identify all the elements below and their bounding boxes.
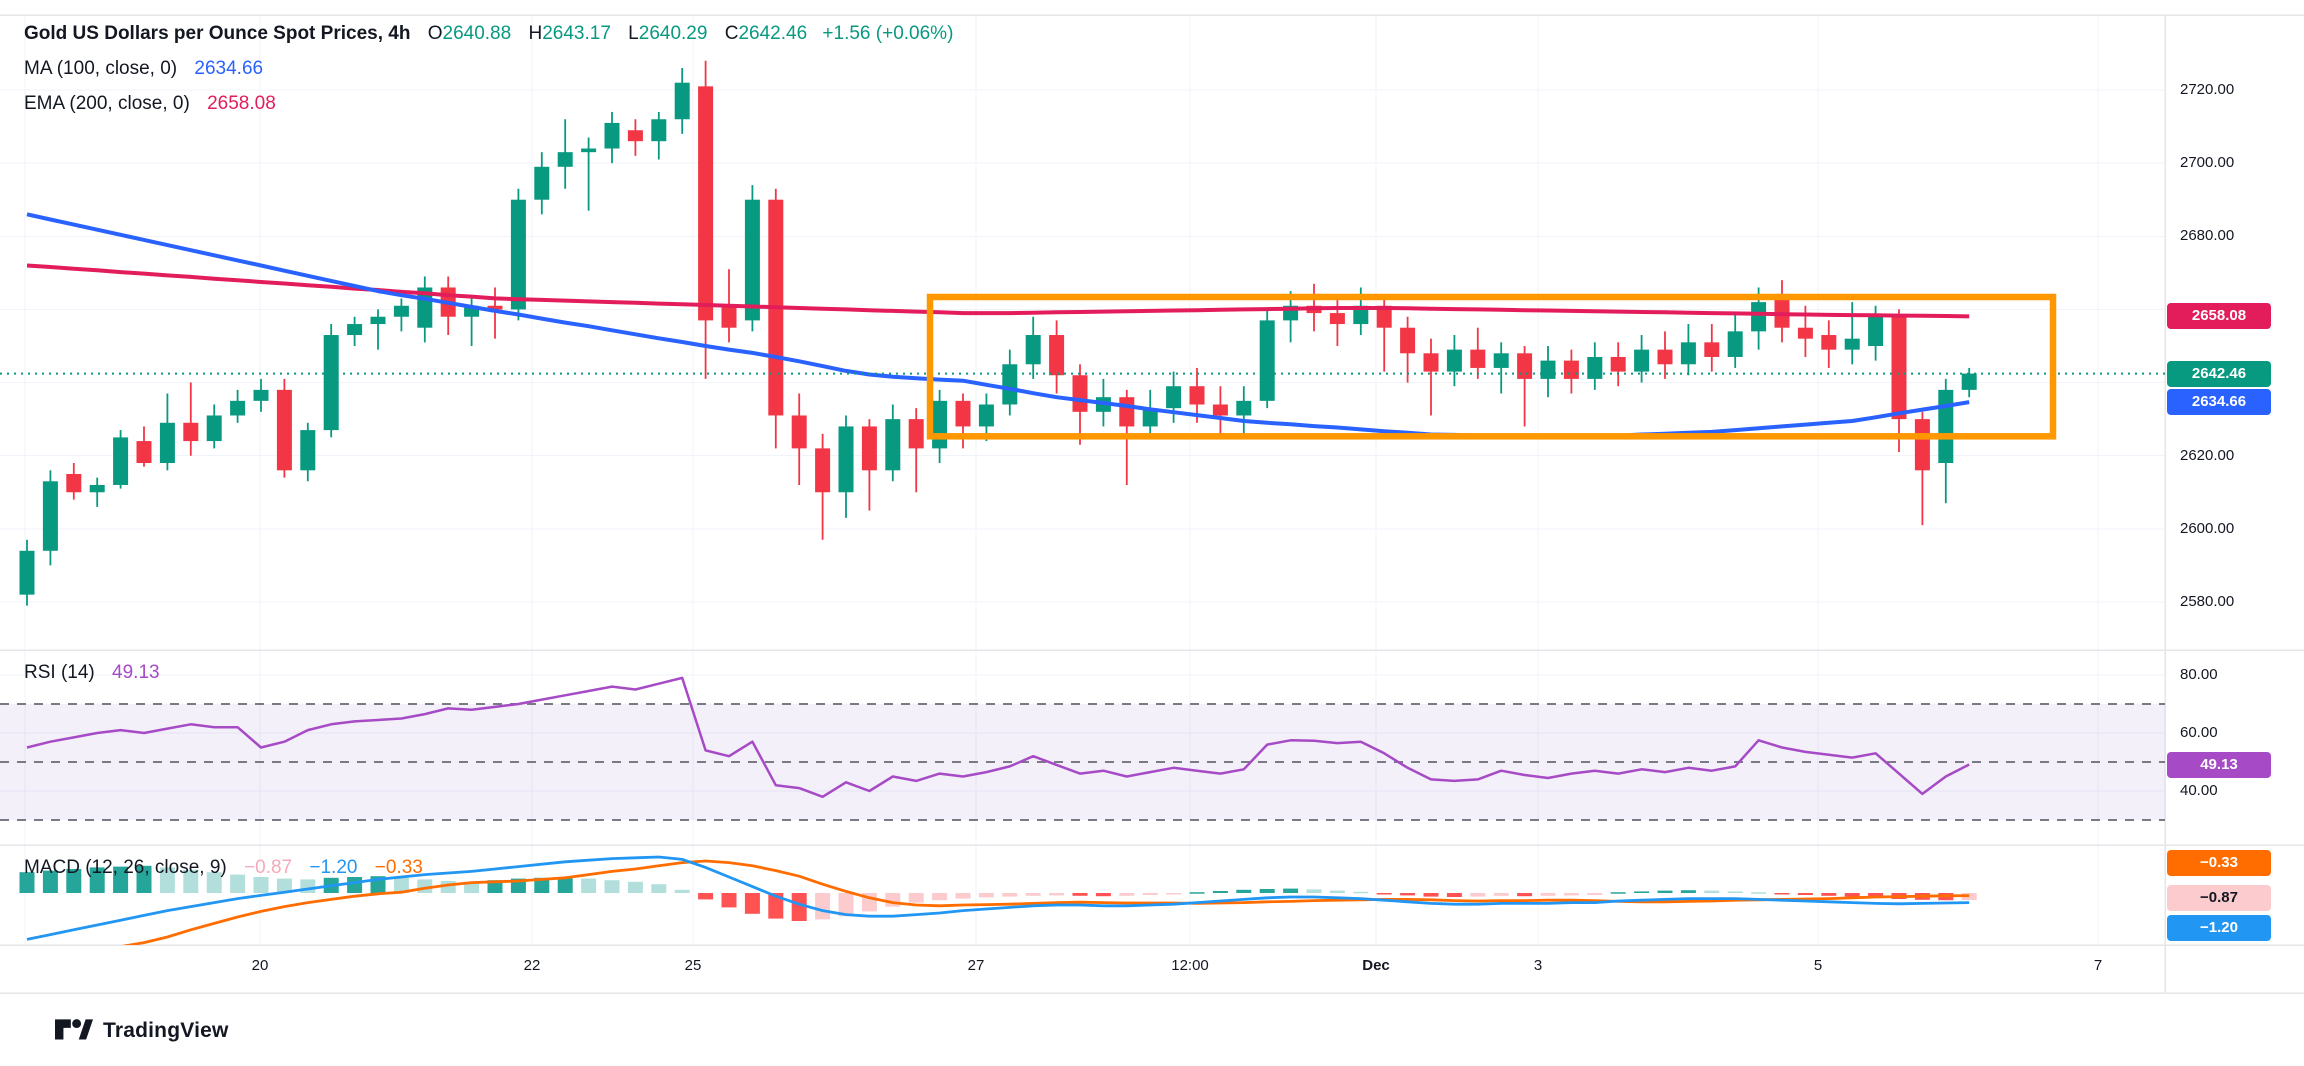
ma-legend-row[interactable]: MA (100, close, 0) 2634.66	[24, 57, 263, 81]
macd-pane	[19, 855, 1977, 945]
time-label-20: 20	[251, 957, 269, 974]
ema-legend-row[interactable]: EMA (200, close, 0) 2658.08	[24, 92, 276, 116]
macd-legend-row[interactable]: MACD (12, 26, close, 9) −0.87 −1.20 −0.3…	[24, 856, 423, 880]
rsi-tick-40.00: 40.00	[2180, 782, 2218, 799]
ema-badge: 2658.08	[2167, 303, 2271, 330]
price-tick-2600.00: 2600.00	[2180, 519, 2235, 537]
price-tick-2700.00: 2700.00	[2180, 154, 2235, 172]
rsi-tick-60.00: 60.00	[2180, 724, 2218, 741]
close-label: C	[724, 23, 739, 44]
ma-badge: 2634.66	[2167, 389, 2271, 416]
price-tick-2620.00: 2620.00	[2180, 446, 2235, 464]
rsi-line	[26, 676, 1970, 799]
macd-hist-value: −0.87	[244, 857, 293, 878]
rsi-value: 49.13	[112, 662, 160, 683]
ma100-line	[26, 212, 1970, 440]
tradingview-logo-icon	[55, 1019, 93, 1040]
change-value: +1.56 (+0.06%)	[822, 23, 954, 44]
open-value: 2640.88	[442, 23, 512, 44]
tradingview-logo[interactable]: TradingView	[55, 1016, 229, 1046]
time-label-22: 22	[523, 957, 541, 974]
time-label-27: 27	[967, 957, 985, 974]
close-value: 2642.46	[738, 23, 808, 44]
macd-signal-line	[121, 859, 1970, 945]
time-label-3: 3	[1533, 957, 1543, 974]
ema200-line	[26, 263, 1970, 319]
time-label-7: 7	[2093, 957, 2103, 974]
macd-line-value: −1.20	[309, 857, 358, 878]
rsi-label: RSI (14)	[24, 662, 95, 683]
range-box-annotation	[926, 293, 2057, 440]
time-label-Dec: Dec	[1362, 957, 1390, 974]
macd-signal-badge: −0.33	[2167, 850, 2271, 876]
candlesticks	[19, 60, 1977, 606]
tradingview-logo-text: TradingView	[103, 1019, 229, 1042]
rsi-legend-row[interactable]: RSI (14) 49.13	[24, 661, 160, 685]
high-label: H	[528, 23, 543, 44]
ma-value: 2634.66	[194, 58, 264, 79]
rsi-tick-80.00: 80.00	[2180, 666, 2218, 683]
price-tick-2680.00: 2680.00	[2180, 227, 2235, 245]
macd-hist-badge: −0.87	[2167, 885, 2271, 911]
time-label-25: 25	[684, 957, 702, 974]
low-value: 2640.29	[638, 23, 708, 44]
high-value: 2643.17	[542, 23, 611, 44]
price-tick-2720.00: 2720.00	[2180, 81, 2235, 98]
time-label-5: 5	[1813, 957, 1823, 974]
macd-signal-value: −0.33	[374, 857, 423, 878]
symbol-legend-row[interactable]: Gold US Dollars per Ounce Spot Prices, 4…	[24, 22, 953, 46]
open-label: O	[427, 23, 443, 44]
price-tick-2580.00: 2580.00	[2180, 592, 2235, 610]
low-label: L	[628, 23, 639, 44]
rsi-badge: 49.13	[2167, 751, 2271, 778]
ema-label: EMA (200, close, 0)	[24, 93, 190, 114]
rsi-pane	[0, 676, 2165, 821]
macd-label: MACD (12, 26, close, 9)	[24, 857, 227, 878]
close-badge: 2642.46	[2167, 360, 2271, 387]
time-label-12:00: 12:00	[1171, 957, 1209, 974]
ema-value: 2658.08	[207, 93, 276, 114]
pane-separators	[0, 14, 2304, 994]
ma-label: MA (100, close, 0)	[24, 58, 178, 79]
symbol-title: Gold US Dollars per Ounce Spot Prices, 4…	[24, 23, 411, 44]
main-pane	[0, 60, 2165, 606]
macd-line-badge: −1.20	[2167, 915, 2271, 941]
macd-main-line	[26, 855, 1970, 941]
